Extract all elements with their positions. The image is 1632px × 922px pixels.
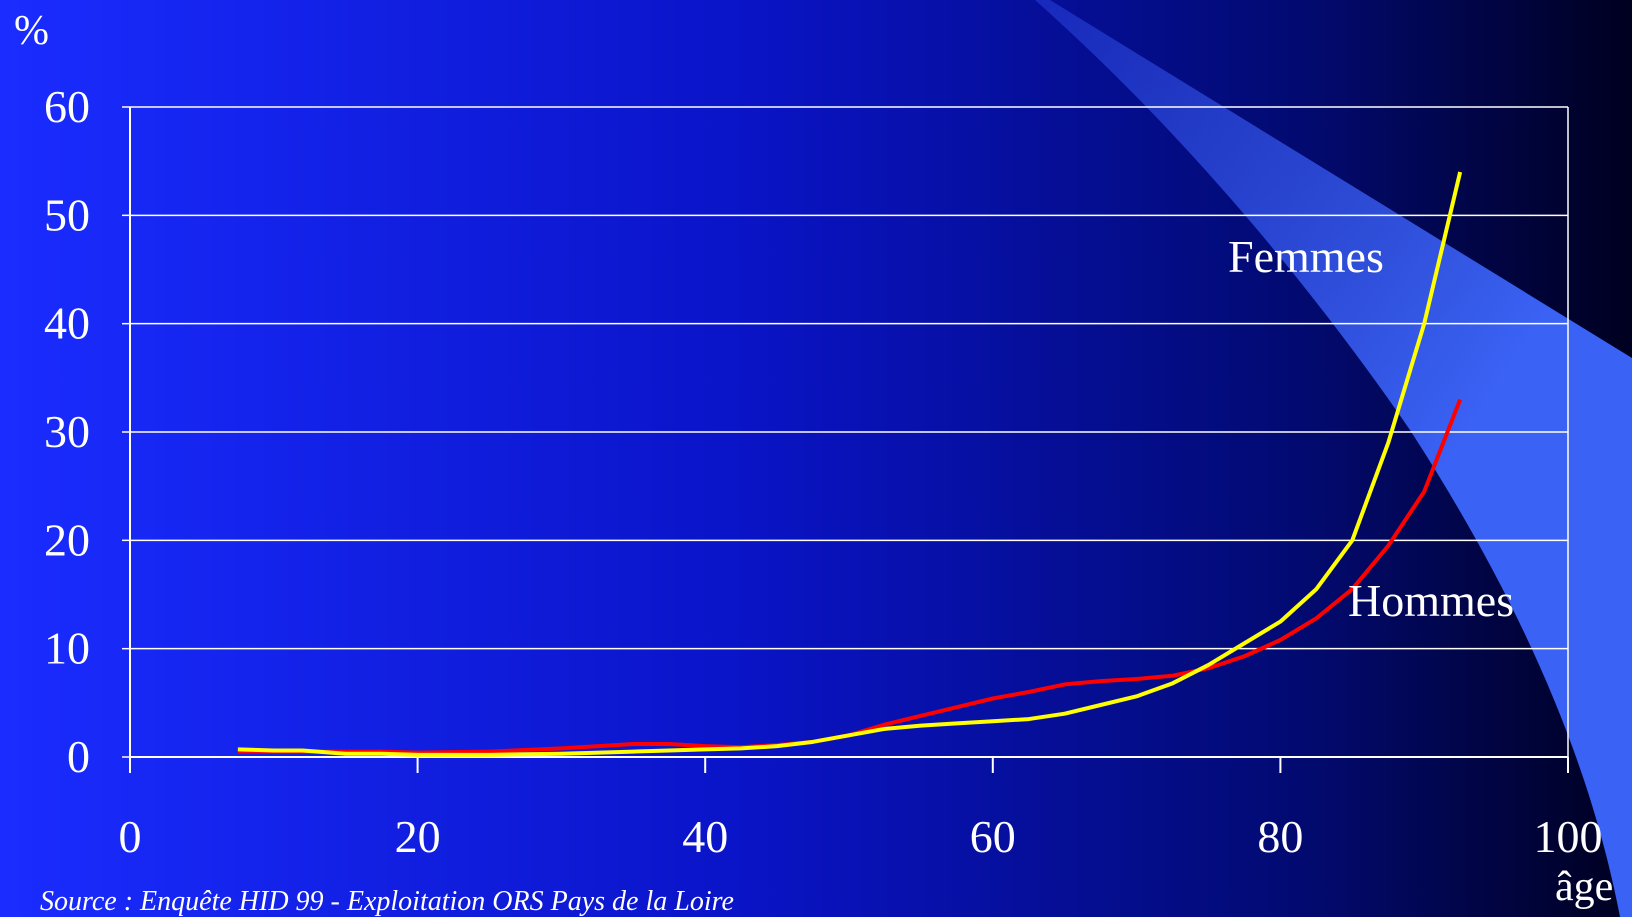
line-series bbox=[237, 398, 1463, 755]
x-tick-label: 100 bbox=[1534, 811, 1603, 862]
source-note: Source : Enquête HID 99 - Exploitation O… bbox=[40, 886, 734, 917]
y-tick-label: 50 bbox=[44, 189, 90, 240]
y-tick-label: 20 bbox=[44, 514, 90, 565]
series-label: Femmes bbox=[1228, 231, 1384, 282]
y-tick-label: 30 bbox=[44, 406, 90, 457]
x-tick-label: 60 bbox=[970, 811, 1016, 862]
x-axis-label: âge bbox=[1555, 864, 1613, 910]
x-tick-label: 40 bbox=[682, 811, 728, 862]
y-tick-label: 10 bbox=[44, 623, 90, 674]
y-tick-label: 0 bbox=[67, 731, 90, 782]
y-tick-label: 60 bbox=[44, 81, 90, 132]
x-tick-label: 0 bbox=[119, 811, 142, 862]
decorative-band bbox=[1035, 0, 1632, 917]
x-tick-label: 20 bbox=[395, 811, 441, 862]
series-label: Hommes bbox=[1348, 575, 1514, 626]
line-series bbox=[237, 171, 1463, 757]
x-tick-label: 80 bbox=[1257, 811, 1303, 862]
y-tick-label: 40 bbox=[44, 298, 90, 349]
y-axis-label: % bbox=[14, 8, 49, 54]
